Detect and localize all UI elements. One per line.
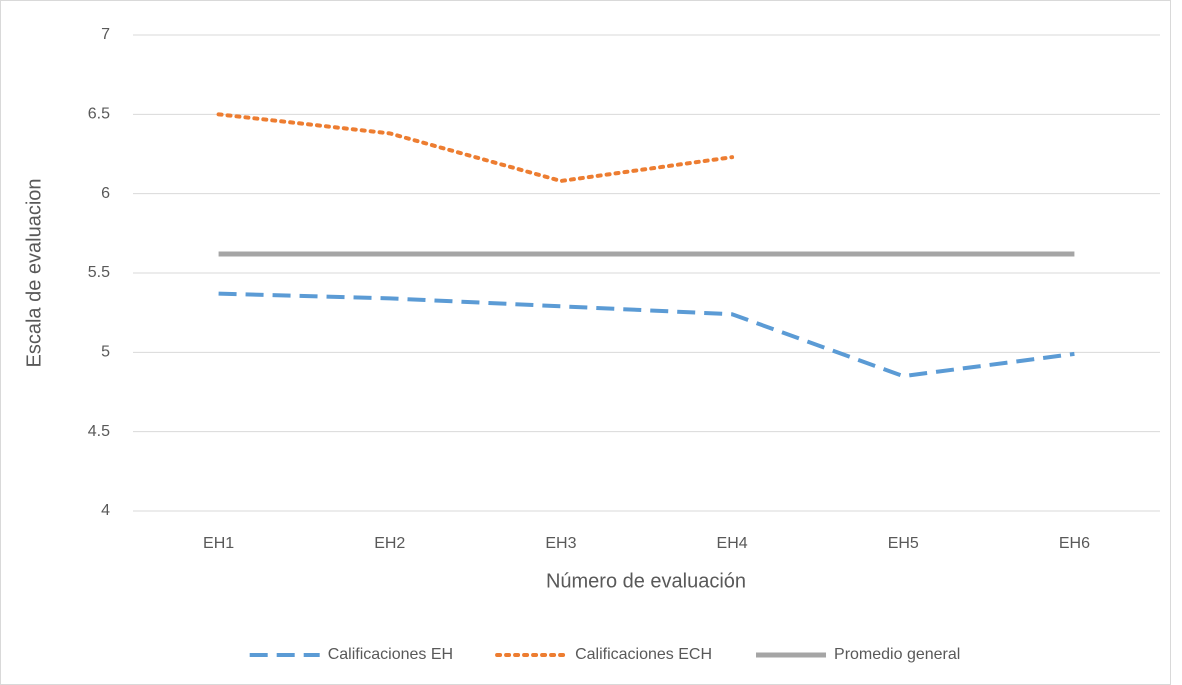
x-tick-label: EH2 xyxy=(374,535,405,552)
y-tick-label: 4 xyxy=(101,502,110,519)
y-tick-label: 5.5 xyxy=(88,264,110,281)
x-tick-label: EH6 xyxy=(1059,535,1090,552)
line-series xyxy=(216,112,735,183)
legend: Calificaciones EH Calificaciones ECH Prome… xyxy=(249,646,960,663)
legend-item: Calificaciones EH xyxy=(249,646,453,663)
legend-label: Calificaciones ECH xyxy=(575,646,712,663)
y-tick-label: 6 xyxy=(101,185,110,202)
x-tick-label: EH3 xyxy=(545,535,576,552)
x-tick-label: EH1 xyxy=(203,535,234,552)
x-tick-label: EH5 xyxy=(888,535,919,552)
legend-label: Promedio general xyxy=(834,646,960,663)
y-axis-label: Escala de evaluacion xyxy=(23,178,45,367)
y-tick-label: 4.5 xyxy=(88,423,110,440)
x-tick-label: EH4 xyxy=(717,535,748,552)
x-axis-label: Número de evaluación xyxy=(546,570,746,592)
legend-item: Promedio general xyxy=(756,646,960,663)
y-tick-label: 7 xyxy=(101,26,110,43)
y-tick-label: 6.5 xyxy=(88,106,110,123)
line-series xyxy=(218,291,1075,379)
legend-label: Calificaciones EH xyxy=(328,646,453,663)
y-tick-label: 5 xyxy=(101,344,110,361)
legend-item: Calificaciones ECH xyxy=(495,646,712,663)
